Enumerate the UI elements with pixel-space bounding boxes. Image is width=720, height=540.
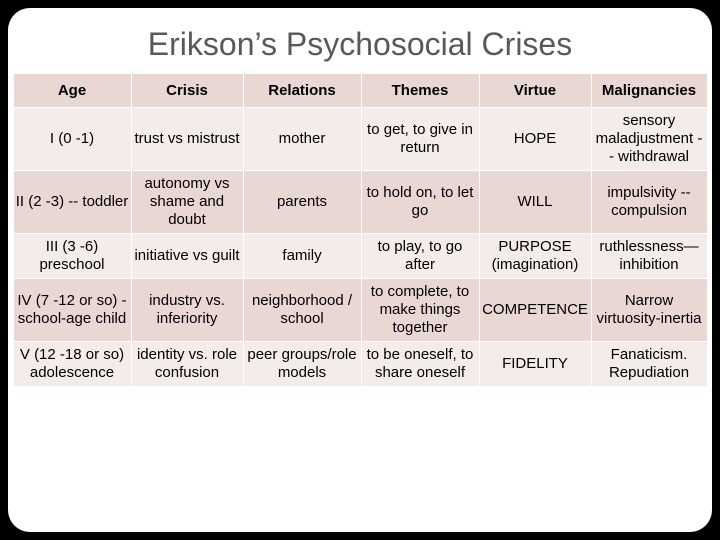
- slide-title: Erikson’s Psychosocial Crises: [8, 8, 712, 73]
- cell-crisis: autonomy vs shame and doubt: [131, 171, 243, 234]
- cell-crisis: initiative vs guilt: [131, 234, 243, 279]
- cell-virtue: COMPETENCE: [479, 279, 591, 342]
- cell-crisis: trust vs mistrust: [131, 108, 243, 171]
- cell-malignancies: Narrow virtuosity-inertia: [591, 279, 707, 342]
- cell-malignancies: sensory maladjustment - - withdrawal: [591, 108, 707, 171]
- cell-crisis: industry vs. inferiority: [131, 279, 243, 342]
- slide: Erikson’s Psychosocial Crises Age Crisis…: [8, 8, 712, 532]
- cell-malignancies: Fanaticism. Repudiation: [591, 342, 707, 387]
- cell-relations: peer groups/role models: [243, 342, 361, 387]
- cell-themes: to hold on, to let go: [361, 171, 479, 234]
- cell-virtue: HOPE: [479, 108, 591, 171]
- table-row: III (3 -6) preschool initiative vs guilt…: [13, 234, 707, 279]
- table-row: V (12 -18 or so) adolescence identity vs…: [13, 342, 707, 387]
- cell-age: V (12 -18 or so) adolescence: [13, 342, 131, 387]
- cell-relations: family: [243, 234, 361, 279]
- cell-relations: mother: [243, 108, 361, 171]
- cell-age: II (2 -3) -- toddler: [13, 171, 131, 234]
- cell-themes: to be oneself, to share oneself: [361, 342, 479, 387]
- cell-virtue: FIDELITY: [479, 342, 591, 387]
- col-themes: Themes: [361, 74, 479, 108]
- cell-malignancies: impulsivity -- compulsion: [591, 171, 707, 234]
- table-row: I (0 -1) trust vs mistrust mother to get…: [13, 108, 707, 171]
- col-relations: Relations: [243, 74, 361, 108]
- cell-relations: neighborhood / school: [243, 279, 361, 342]
- cell-relations: parents: [243, 171, 361, 234]
- cell-themes: to play, to go after: [361, 234, 479, 279]
- cell-age: IV (7 -12 or so) - school-age child: [13, 279, 131, 342]
- col-virtue: Virtue: [479, 74, 591, 108]
- cell-age: III (3 -6) preschool: [13, 234, 131, 279]
- table-row: IV (7 -12 or so) - school-age child indu…: [13, 279, 707, 342]
- table-row: II (2 -3) -- toddler autonomy vs shame a…: [13, 171, 707, 234]
- col-malignancies: Malignancies: [591, 74, 707, 108]
- cell-themes: to get, to give in return: [361, 108, 479, 171]
- cell-themes: to complete, to make things together: [361, 279, 479, 342]
- cell-virtue: PURPOSE (imagination): [479, 234, 591, 279]
- col-age: Age: [13, 74, 131, 108]
- cell-virtue: WILL: [479, 171, 591, 234]
- table-header-row: Age Crisis Relations Themes Virtue Malig…: [13, 74, 707, 108]
- col-crisis: Crisis: [131, 74, 243, 108]
- crises-table: Age Crisis Relations Themes Virtue Malig…: [13, 73, 708, 387]
- cell-malignancies: ruthlessness— inhibition: [591, 234, 707, 279]
- cell-age: I (0 -1): [13, 108, 131, 171]
- cell-crisis: identity vs. role confusion: [131, 342, 243, 387]
